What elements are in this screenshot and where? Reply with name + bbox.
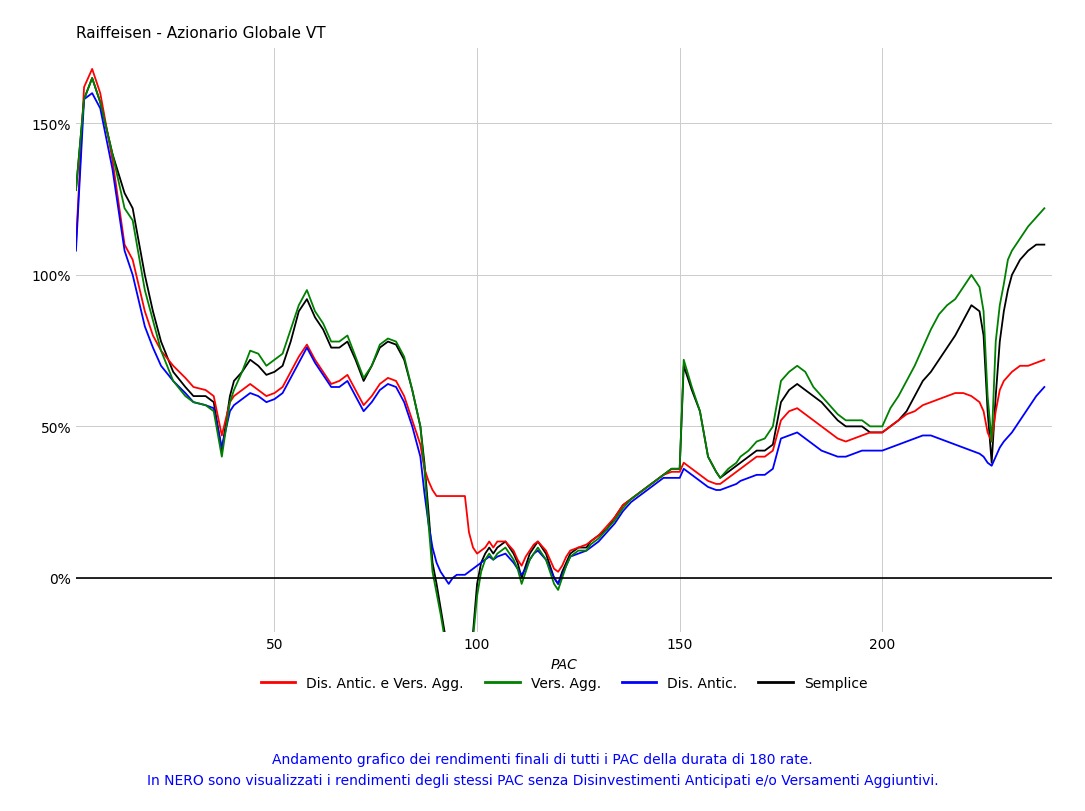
Text: Andamento grafico dei rendimenti finali di tutti i PAC della durata di 180 rate.: Andamento grafico dei rendimenti finali … [146, 752, 939, 787]
Text: Raiffeisen - Azionario Globale VT: Raiffeisen - Azionario Globale VT [76, 26, 326, 41]
Legend: Dis. Antic. e Vers. Agg., Vers. Agg., Dis. Antic., Semplice: Dis. Antic. e Vers. Agg., Vers. Agg., Di… [255, 671, 873, 696]
X-axis label: PAC: PAC [551, 657, 577, 671]
